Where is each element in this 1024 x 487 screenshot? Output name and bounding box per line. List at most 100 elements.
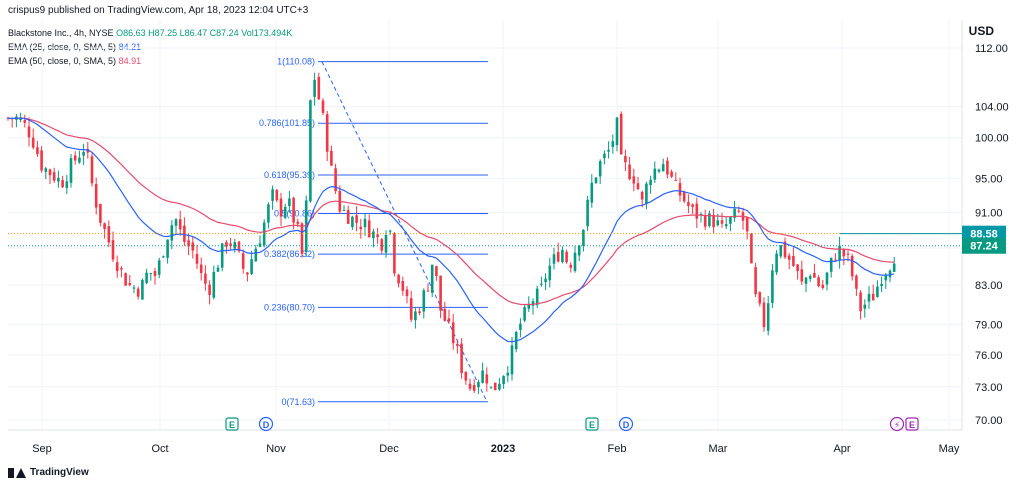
candle-body bbox=[330, 150, 333, 166]
fib-level-label: 0.382(86.32) bbox=[264, 249, 315, 259]
candle-body bbox=[586, 199, 589, 227]
candle-body bbox=[523, 307, 526, 321]
candle-body bbox=[573, 252, 577, 272]
candle-body bbox=[657, 169, 661, 172]
candle-body bbox=[208, 284, 211, 295]
candle-body bbox=[884, 275, 888, 281]
candle-body bbox=[132, 287, 136, 289]
ohlc-values: O86.63 H87.25 L86.47 C87.24 bbox=[116, 28, 239, 38]
candle-body bbox=[708, 213, 711, 227]
candle-body bbox=[380, 239, 384, 251]
candle-body bbox=[456, 343, 459, 346]
candle-body bbox=[401, 281, 405, 291]
x-tick-label: Mar bbox=[709, 443, 728, 455]
legend-ema50-row[interactable]: EMA (50, close, 0, SMA, 5) 84.91 bbox=[8, 54, 292, 68]
candle-body bbox=[271, 189, 274, 201]
x-tick-label: 2023 bbox=[491, 443, 515, 455]
candle-body bbox=[645, 183, 648, 204]
event-marker-box bbox=[905, 417, 919, 431]
candle-body bbox=[779, 245, 783, 257]
candle-body bbox=[880, 283, 883, 286]
candle-body bbox=[359, 226, 363, 230]
candle-body bbox=[863, 304, 867, 309]
candle-body bbox=[846, 253, 850, 255]
candle-body bbox=[275, 189, 279, 201]
x-tick-label: May bbox=[939, 443, 960, 455]
candle-body bbox=[183, 225, 186, 242]
candle-body bbox=[850, 255, 854, 277]
candle-body bbox=[36, 147, 39, 155]
candle-body bbox=[220, 243, 224, 268]
candle-body bbox=[313, 79, 316, 97]
candle-body bbox=[489, 386, 493, 388]
candle-body bbox=[808, 276, 812, 279]
volume-value: Vol173.494K bbox=[241, 28, 293, 38]
candle-body bbox=[40, 150, 43, 171]
candle-body bbox=[149, 272, 153, 274]
candle-body bbox=[552, 254, 556, 264]
ema25-value: 84.21 bbox=[118, 42, 142, 52]
candle-body bbox=[31, 137, 35, 148]
candle-body bbox=[594, 177, 598, 183]
event-marker-label: E bbox=[589, 420, 595, 430]
candle-body bbox=[451, 322, 455, 344]
candle-body bbox=[867, 293, 871, 302]
candle-body bbox=[603, 153, 606, 159]
legend-ema25-row[interactable]: EMA (25, close, 0, SMA, 5) 84.21 bbox=[8, 40, 292, 54]
price-tag-label: 88.58 bbox=[970, 229, 998, 241]
candle-body bbox=[481, 370, 484, 383]
candle-body bbox=[414, 311, 417, 321]
candle-body bbox=[615, 117, 619, 146]
candle-body bbox=[267, 204, 270, 223]
candle-body bbox=[754, 267, 757, 295]
candle-body bbox=[321, 100, 325, 113]
candle-body bbox=[624, 155, 627, 163]
candle-body bbox=[838, 245, 841, 261]
event-marker-label: E bbox=[229, 420, 235, 430]
candle-body bbox=[141, 279, 144, 300]
y-tick-label: 79.00 bbox=[975, 319, 1003, 331]
event-marker-box bbox=[225, 417, 239, 431]
symbol-title[interactable]: Blackstone Inc., 4h, NYSE bbox=[8, 28, 114, 38]
candle-body bbox=[619, 113, 623, 155]
candle-body bbox=[796, 264, 799, 272]
candle-body bbox=[892, 263, 896, 272]
tradingview-footer[interactable]: TradingView bbox=[8, 467, 89, 478]
candle-body bbox=[78, 157, 81, 163]
x-tick-label: Dec bbox=[379, 443, 399, 455]
candle-body bbox=[674, 180, 678, 182]
candle-body bbox=[855, 275, 858, 289]
candle-body bbox=[737, 210, 741, 212]
candle-body bbox=[800, 269, 804, 282]
candle-body bbox=[246, 272, 249, 275]
candle-body bbox=[288, 198, 291, 206]
candle-body bbox=[170, 225, 174, 241]
price-tag-box bbox=[962, 225, 1006, 242]
candle-body bbox=[187, 240, 190, 247]
candle-body bbox=[94, 184, 98, 208]
candle-body bbox=[229, 243, 232, 247]
candle-body bbox=[61, 180, 64, 188]
candle-body bbox=[468, 383, 472, 389]
candle-body bbox=[527, 303, 531, 309]
candle-body bbox=[292, 197, 295, 223]
candle-body bbox=[460, 343, 463, 374]
candle-body bbox=[695, 203, 699, 219]
candle-body bbox=[120, 268, 123, 270]
y-tick-label: 100.00 bbox=[975, 133, 1009, 145]
candle-body bbox=[590, 182, 594, 203]
y-tick-label: 70.00 bbox=[975, 415, 1003, 427]
fib-trend-line bbox=[321, 61, 488, 402]
candle-body bbox=[325, 114, 329, 152]
tradingview-brand: TradingView bbox=[30, 467, 89, 478]
candle-body bbox=[766, 303, 770, 331]
candle-body bbox=[216, 267, 220, 272]
candle-body bbox=[443, 309, 447, 321]
candle-body bbox=[111, 240, 115, 260]
candle-body bbox=[300, 223, 304, 254]
candle-body bbox=[556, 252, 560, 262]
candle-body bbox=[666, 160, 669, 175]
event-marker-label: E bbox=[909, 420, 915, 430]
candle-body bbox=[703, 215, 707, 227]
